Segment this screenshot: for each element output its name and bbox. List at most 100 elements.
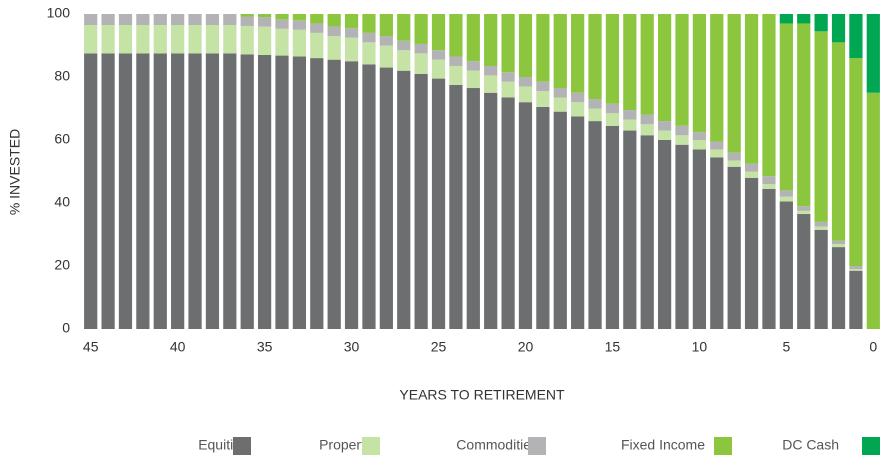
bar-segment xyxy=(675,14,689,126)
bar-segment xyxy=(205,53,220,329)
bar-segment xyxy=(310,58,324,329)
bar-segment xyxy=(849,58,863,266)
bar-segment xyxy=(675,135,689,145)
bar-segment xyxy=(379,45,393,68)
bar-segment xyxy=(779,14,793,24)
bar-segment xyxy=(797,14,811,24)
x-tick-label: 5 xyxy=(782,339,790,355)
bar-segment xyxy=(727,14,741,153)
bar-segment xyxy=(379,36,393,46)
legend-label: DC Cash xyxy=(782,437,839,453)
bar-segment xyxy=(136,14,150,26)
bar-segment xyxy=(744,177,759,329)
bar-segment xyxy=(658,121,672,131)
bar-segment xyxy=(849,14,863,59)
bar-segment xyxy=(240,25,254,55)
bar-segment xyxy=(397,50,411,71)
bar-segment xyxy=(866,14,880,93)
bar-segment xyxy=(292,20,306,30)
bar-segment xyxy=(205,14,220,26)
bar-segment xyxy=(518,14,533,77)
legend-label: Commodities xyxy=(456,437,538,453)
bar-segment xyxy=(484,14,498,66)
bar-segment xyxy=(431,50,446,60)
bar-segment xyxy=(101,53,115,329)
bar-segment xyxy=(692,132,706,140)
bar-segment xyxy=(101,25,115,54)
y-tick-label: 60 xyxy=(54,131,70,147)
bar-segment xyxy=(484,65,498,76)
bar-segment xyxy=(466,61,480,71)
bar-segment xyxy=(223,25,237,54)
bar-segment xyxy=(258,17,272,27)
bar-segment xyxy=(118,14,133,26)
y-tick-label: 80 xyxy=(54,68,70,84)
bar-segment xyxy=(449,84,463,329)
bar-segment xyxy=(762,14,776,177)
bar-segment xyxy=(84,53,98,329)
bar-segment xyxy=(831,240,846,244)
bar-segment xyxy=(240,14,254,17)
bar-segment xyxy=(588,14,602,100)
x-tick-label: 10 xyxy=(692,339,708,355)
bar-segment xyxy=(449,14,463,57)
bar-segment xyxy=(414,14,428,44)
y-axis-label: % INVESTED xyxy=(7,129,23,215)
bar-segment xyxy=(727,152,741,161)
bar-segment xyxy=(136,25,150,54)
bar-segment xyxy=(658,14,672,122)
bar-segment xyxy=(223,14,237,26)
bar-segment xyxy=(344,37,359,62)
bar-segment xyxy=(710,141,724,150)
bar-segment xyxy=(588,121,602,329)
bar-segment xyxy=(310,14,324,24)
bar-segment xyxy=(362,64,376,330)
bar-segment xyxy=(327,26,341,37)
bar-segment xyxy=(397,14,411,41)
bar-segment xyxy=(449,56,463,66)
bar-segment xyxy=(605,14,620,104)
legend-swatch xyxy=(528,437,546,455)
bar-segment xyxy=(831,247,846,329)
legend-swatch xyxy=(714,437,732,455)
bar-segment xyxy=(744,171,759,178)
x-tick-label: 15 xyxy=(605,339,621,355)
bar-segment xyxy=(814,221,828,227)
bar-segment xyxy=(414,73,428,329)
bar-segment xyxy=(710,157,724,329)
bar-segment xyxy=(431,14,446,51)
bar-segment xyxy=(518,77,533,87)
bar-segment xyxy=(675,144,689,329)
bar-segment xyxy=(344,28,359,38)
bar-segment xyxy=(779,190,793,197)
bar-segment xyxy=(588,99,602,109)
bar-segment xyxy=(797,23,811,207)
y-tick-label: 100 xyxy=(47,5,71,21)
bar-segment xyxy=(571,116,585,329)
bar-segment xyxy=(658,140,672,329)
bar-segment xyxy=(727,166,741,329)
bar-segment xyxy=(414,53,428,74)
bar-segment xyxy=(605,113,620,126)
bar-segment xyxy=(536,106,550,329)
bar-segment xyxy=(153,53,167,329)
bar-segment xyxy=(623,130,637,329)
x-tick-label: 40 xyxy=(170,339,186,355)
bar-segment xyxy=(449,65,463,85)
bar-segment xyxy=(275,28,289,56)
bar-segment xyxy=(171,14,185,26)
bar-segment xyxy=(518,86,533,103)
bar-segment xyxy=(466,70,480,89)
bar-segment xyxy=(153,25,167,54)
bar-segment xyxy=(797,210,811,215)
bar-segment xyxy=(414,43,428,54)
bar-segment xyxy=(310,32,324,59)
bar-segment xyxy=(275,55,289,330)
bar-segment xyxy=(762,176,776,185)
bar-segment xyxy=(171,25,185,54)
bar-segment xyxy=(205,25,220,54)
bar-segment xyxy=(623,14,637,111)
bar-segment xyxy=(397,40,411,51)
bar-segment xyxy=(797,206,811,211)
